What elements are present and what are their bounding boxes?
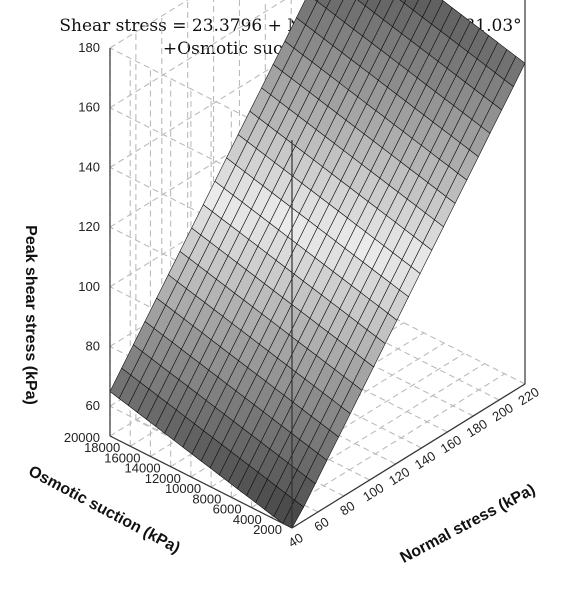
y-tick-label: 2000: [253, 522, 282, 537]
floor-gridline: [290, 323, 474, 417]
floor-gridline: [316, 307, 500, 401]
z-tick-label: 100: [78, 279, 100, 294]
y-axis-line: [109, 435, 293, 529]
floor-gridline: [342, 291, 526, 385]
back-wall-gridline: [109, 142, 344, 288]
x-axis-label: Normal stress (kPa): [398, 481, 539, 567]
surface-cell: [109, 367, 132, 399]
y-tick-label: 10000: [165, 481, 201, 496]
back-wall-gridline: [109, 82, 344, 228]
back-wall-gridline: [109, 0, 189, 49]
z-tick-label: 80: [86, 338, 100, 353]
floor-gridline: [271, 373, 506, 519]
y-tick-label: 4000: [233, 512, 262, 527]
back-wall-gridline: [109, 0, 286, 109]
z-tick-label: 120: [78, 219, 100, 234]
x-tick-label: 40: [286, 530, 306, 550]
y-tick-label: 12000: [145, 471, 181, 486]
y-tick-label: 16000: [104, 450, 140, 465]
z-axis-label: Peak shear stress (kPa): [22, 225, 39, 405]
x-tick-label: 80: [337, 498, 357, 518]
y-tick-label: 14000: [125, 461, 161, 476]
y-tick-label: 6000: [213, 502, 242, 517]
y-tick-label: 20000: [64, 430, 100, 445]
z-tick-label: 60: [86, 398, 100, 413]
y-tick-label: 18000: [84, 440, 120, 455]
z-tick-label: 180: [78, 40, 100, 55]
shear-surface: [109, 0, 526, 529]
z-tick-label: 160: [78, 100, 100, 115]
y-tick-label: 8000: [192, 491, 221, 506]
back-wall-gridline: [109, 22, 344, 168]
x-tick-label: 60: [311, 514, 331, 534]
x-axis-line: [291, 383, 526, 529]
z-tick-label: 140: [78, 159, 100, 174]
box-frame: [109, 0, 526, 529]
